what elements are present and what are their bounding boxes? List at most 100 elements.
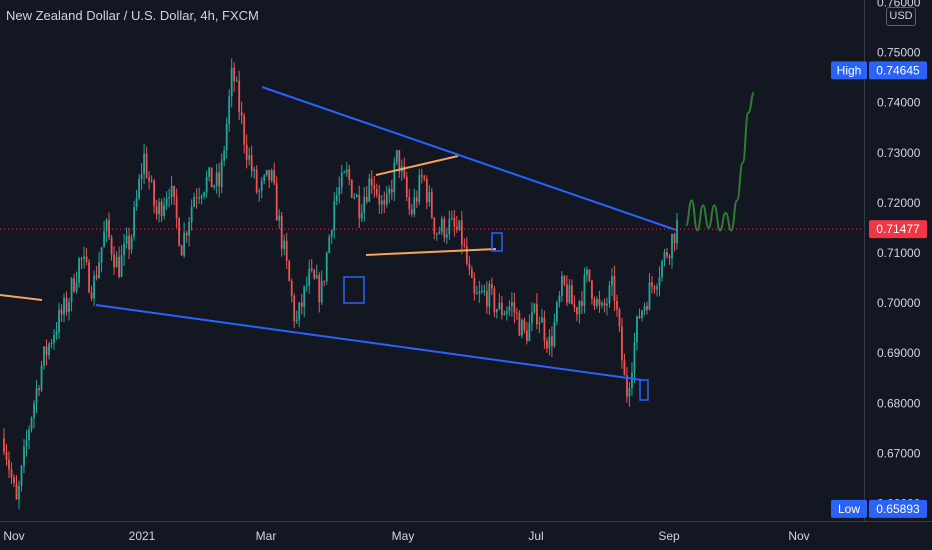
candle <box>93 270 95 307</box>
candle-body <box>63 297 65 315</box>
candle <box>611 268 613 296</box>
candle-body <box>425 178 428 203</box>
time-tick-label: Nov <box>3 529 24 543</box>
candle-body <box>553 321 556 347</box>
candle-body <box>385 193 388 205</box>
candle-body <box>363 196 366 213</box>
candle-body <box>628 388 631 397</box>
candle <box>215 163 218 194</box>
candle <box>490 277 493 296</box>
candle <box>35 379 38 414</box>
candle <box>305 276 308 292</box>
candle-body <box>676 220 678 244</box>
candle-body <box>576 307 578 315</box>
candle <box>503 310 506 316</box>
candle <box>243 113 246 154</box>
candle <box>310 259 313 273</box>
candle-body <box>48 343 50 356</box>
candle-body <box>248 155 251 160</box>
candle <box>120 245 123 278</box>
candle-body <box>105 220 108 232</box>
plot-area[interactable] <box>0 58 864 510</box>
candle-body <box>455 226 458 230</box>
candle <box>528 314 531 342</box>
candle-body <box>130 236 133 250</box>
candle-body <box>190 206 193 223</box>
low-badge-value: 0.65893 <box>876 502 920 516</box>
candle-body <box>285 240 288 261</box>
candle <box>43 345 45 370</box>
candle <box>385 186 388 208</box>
candle <box>65 291 68 316</box>
candle <box>378 184 381 214</box>
candle-body <box>40 365 43 390</box>
candle-body <box>115 256 118 268</box>
candle-body <box>20 466 23 486</box>
time-tick-label: Nov <box>788 529 809 543</box>
candle <box>510 292 513 317</box>
candle <box>233 62 236 92</box>
candle <box>328 234 331 254</box>
candle <box>28 425 30 450</box>
candle <box>175 188 178 229</box>
price-tick-label: 0.70000 <box>877 296 921 310</box>
candle <box>140 163 143 190</box>
candle <box>438 226 441 235</box>
candle-body <box>50 343 53 345</box>
candle-body <box>135 198 138 208</box>
price-tick-label: 0.74000 <box>877 96 921 110</box>
candle <box>498 293 501 311</box>
candle-body <box>513 302 516 313</box>
candle <box>430 187 433 220</box>
candle-body <box>313 270 316 279</box>
candle-body <box>533 303 536 313</box>
candle-body <box>220 160 223 187</box>
high-badge-value: 0.74645 <box>876 63 920 77</box>
candle-body <box>440 218 443 232</box>
candle <box>313 268 316 280</box>
candle <box>493 285 496 318</box>
candle <box>435 232 438 241</box>
time-axis[interactable]: Nov 2021 Mar May Jul Sep Nov <box>3 529 809 543</box>
candle <box>130 234 133 254</box>
candle-body <box>238 80 241 113</box>
candle <box>273 162 276 186</box>
candle-body <box>165 198 168 206</box>
time-tick-label: 2021 <box>129 529 156 543</box>
candle <box>618 307 621 332</box>
candle-body <box>348 169 351 180</box>
candle <box>298 302 301 328</box>
candle <box>333 192 336 239</box>
candle-body <box>666 251 668 257</box>
candle-body <box>616 300 618 310</box>
candle <box>345 162 348 177</box>
candle-body <box>350 179 353 198</box>
high-badge-label-bg <box>831 61 867 80</box>
candle <box>653 285 656 294</box>
candle-body <box>185 232 188 236</box>
candle <box>453 209 456 237</box>
candle <box>50 339 53 349</box>
candle-body <box>656 286 658 290</box>
candle <box>135 189 138 211</box>
candle <box>540 308 543 323</box>
candle <box>165 191 168 211</box>
candle <box>433 217 436 240</box>
candle <box>676 212 678 250</box>
candle <box>623 353 626 376</box>
low-badge-label-bg <box>831 499 867 518</box>
candle <box>13 474 15 488</box>
candle-body <box>140 174 143 179</box>
candle-body <box>383 200 386 205</box>
candle <box>158 197 161 223</box>
candle-body <box>636 316 638 343</box>
candle <box>608 280 611 308</box>
currency-button[interactable]: USD <box>886 7 916 26</box>
candle <box>168 188 171 208</box>
candle <box>603 298 606 313</box>
candle-body <box>203 192 206 197</box>
candle <box>180 244 183 256</box>
candle <box>230 58 233 108</box>
candle <box>80 256 83 269</box>
